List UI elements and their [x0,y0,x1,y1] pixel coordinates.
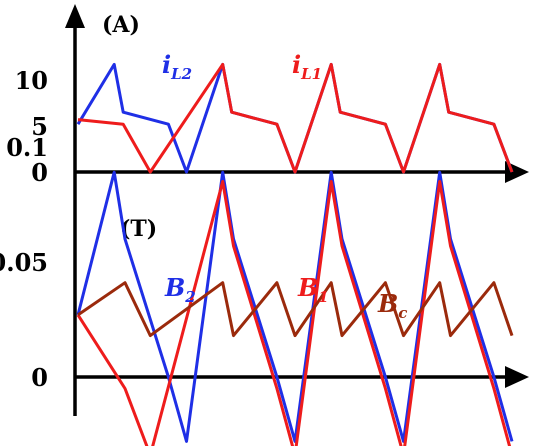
y-tick-label: 0.1 [6,133,48,162]
y-axis-arrowhead [65,4,85,28]
series-label-b-2: B2 [164,273,196,306]
series-line-b-c [77,281,514,338]
series-label-i-l1: iL1 [292,50,322,83]
series-label-layer: iL2 iL1 B2 B1 Bc [162,50,407,322]
bottom-x-axis-arrowhead [505,366,529,388]
series-line-b-2 [76,170,514,443]
y-tick-label: 0 [31,158,48,187]
top-unit-label: (A) [102,12,140,38]
series-label-b-c: Bc [377,289,407,322]
series-line-b-1 [76,180,512,446]
series-line-i-l1 [77,62,514,174]
y-tick-label: 0 [31,363,48,392]
series-line-i-l2 [76,62,514,174]
series-layer [76,62,514,446]
y-tick-label: 0.05 [0,248,48,277]
tick-label-layer: 0 5 10 0 0.05 0.1 [0,66,48,392]
series-label-b-1: B1 [297,273,329,306]
y-tick-label: 10 [15,66,48,95]
series-label-i-l2: iL2 [162,50,192,83]
y-tick-label: 5 [31,112,48,141]
